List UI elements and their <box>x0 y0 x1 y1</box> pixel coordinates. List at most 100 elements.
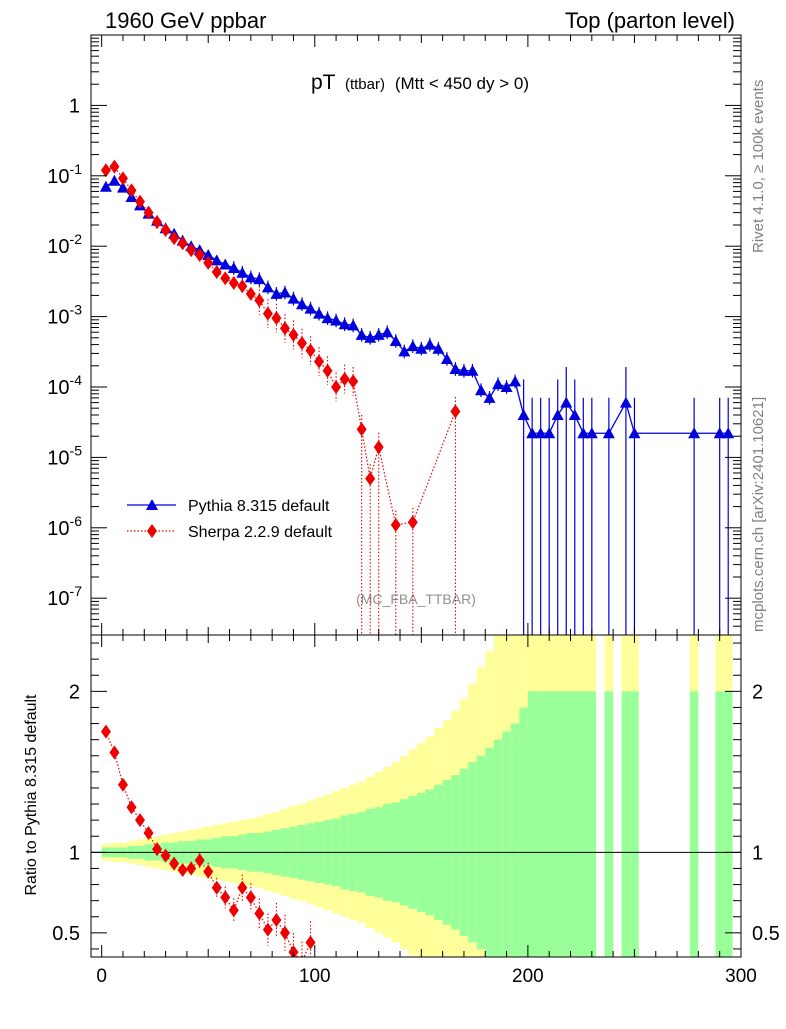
x-tick-label: 300 <box>725 966 757 987</box>
sherpa-marker <box>211 264 222 279</box>
band-inner-bin <box>570 691 580 957</box>
sherpa-marker <box>245 286 256 301</box>
band-inner-bin <box>493 739 503 957</box>
pythia-marker <box>330 314 343 326</box>
sherpa-marker <box>160 848 171 863</box>
x-tick-label: 200 <box>512 966 544 987</box>
pythia-marker <box>210 254 223 266</box>
sherpa-marker <box>169 856 180 871</box>
sherpa-marker <box>143 205 154 220</box>
y-tick-label-exp: -6 <box>70 513 83 529</box>
pythia-marker <box>278 286 291 298</box>
band-inner-bin <box>561 691 571 957</box>
sherpa-marker <box>254 293 265 308</box>
sherpa-marker <box>331 379 342 394</box>
pythia-marker <box>577 427 590 439</box>
sherpa-marker <box>186 243 197 258</box>
y-tick-label-base: 1 <box>69 95 80 117</box>
main-plot-frame <box>90 34 742 636</box>
pythia-marker <box>398 345 411 357</box>
plot-title-sub: (ttbar) <box>345 76 385 93</box>
band-inner-bin <box>553 691 562 957</box>
pythia-marker <box>432 342 445 354</box>
y-tick-label-base: 10 <box>47 166 69 188</box>
pythia-marker <box>202 248 215 260</box>
ratio-y-tick-label-left: 1 <box>69 842 80 864</box>
sherpa-marker <box>305 935 316 950</box>
sherpa-marker <box>305 343 316 358</box>
ratio-y-tick-label-right: 2 <box>752 681 763 703</box>
sherpa-marker <box>314 354 325 369</box>
sherpa-marker <box>228 903 239 918</box>
header-left: 1960 GeV ppbar <box>105 8 266 33</box>
plot-title: pT (ttbar) (Mtt < 450 dy > 0) <box>311 71 529 94</box>
band-inner-bin <box>536 691 545 957</box>
band-inner-bin <box>519 707 528 957</box>
pythia-marker <box>602 427 615 439</box>
sherpa-marker <box>100 724 111 739</box>
pythia-marker <box>219 258 232 270</box>
pythia-marker <box>236 266 249 278</box>
pythia-marker <box>313 307 326 319</box>
sherpa-marker <box>300 954 304 957</box>
y-tick-label-base: 10 <box>47 377 69 399</box>
sherpa-marker <box>279 321 290 336</box>
pythia-marker <box>619 396 632 408</box>
mcplots-label: mcplots.cern.ch [arXiv:2401.10621] <box>750 397 767 632</box>
pythia-marker <box>500 380 513 392</box>
sherpa-marker <box>211 880 222 895</box>
pythia-marker <box>713 427 726 439</box>
pythia-marker <box>449 363 462 375</box>
pythia-marker <box>475 384 487 396</box>
pythia-marker <box>466 364 479 376</box>
band-inner-bin <box>689 691 699 957</box>
legend-entry-sherpa: Sherpa 2.2.9 default <box>127 524 333 541</box>
axes: 0 100 200 30010-710-610-510-410-310-210-110… <box>47 34 780 987</box>
pythia-marker <box>108 174 121 186</box>
sherpa-marker <box>177 863 188 878</box>
y-tick-label: 10-3 <box>47 302 82 329</box>
sherpa-marker <box>203 255 214 270</box>
sherpa-marker <box>450 404 461 419</box>
sherpa-marker <box>152 215 163 230</box>
y-tick-label: 10-4 <box>47 372 82 399</box>
sherpa-marker <box>117 171 128 186</box>
legend-pythia-marker <box>146 499 158 510</box>
sherpa-marker <box>169 231 180 246</box>
pythia-marker <box>492 378 505 390</box>
pythia-marker <box>688 427 701 439</box>
pythia-marker <box>253 273 266 285</box>
sherpa-marker <box>271 311 282 326</box>
sherpa-marker <box>126 800 137 815</box>
ratio-y-tick-label-left: 0.5 <box>52 923 80 945</box>
band-inner-bin <box>502 731 511 957</box>
y-tick-label-exp: -3 <box>70 302 83 318</box>
y-tick-label-exp: -4 <box>70 372 83 388</box>
y-tick-label-exp: -2 <box>70 231 83 247</box>
band-inner-bin <box>587 691 597 957</box>
sherpa-marker <box>203 864 214 879</box>
ratio-plot-frame <box>90 634 742 958</box>
pythia-marker <box>244 271 257 283</box>
pythia-marker <box>338 318 351 330</box>
y-tick-label-base: 10 <box>47 447 69 469</box>
sherpa-marker <box>160 222 171 237</box>
ratio-ylabel: Ratio to Pythia 8.315 default <box>23 694 40 896</box>
pythia-marker <box>287 292 300 304</box>
x-tick-label: 100 <box>299 966 331 987</box>
sherpa-marker <box>186 861 197 876</box>
band-inner-bin <box>715 691 733 957</box>
pythia-marker <box>440 352 453 364</box>
band-inner-bin <box>544 691 554 957</box>
pythia-marker <box>406 340 419 352</box>
sherpa-marker <box>365 471 376 486</box>
sherpa-marker <box>135 813 146 828</box>
sherpa-marker <box>100 163 111 178</box>
pythia-marker <box>568 409 581 421</box>
pythia-marker <box>389 335 402 347</box>
sherpa-marker <box>220 890 231 905</box>
pythia-marker <box>543 427 556 439</box>
legend-sherpa-label: Sherpa 2.2.9 default <box>188 524 333 541</box>
sherpa-marker <box>194 853 205 868</box>
pythia-marker <box>526 427 539 439</box>
